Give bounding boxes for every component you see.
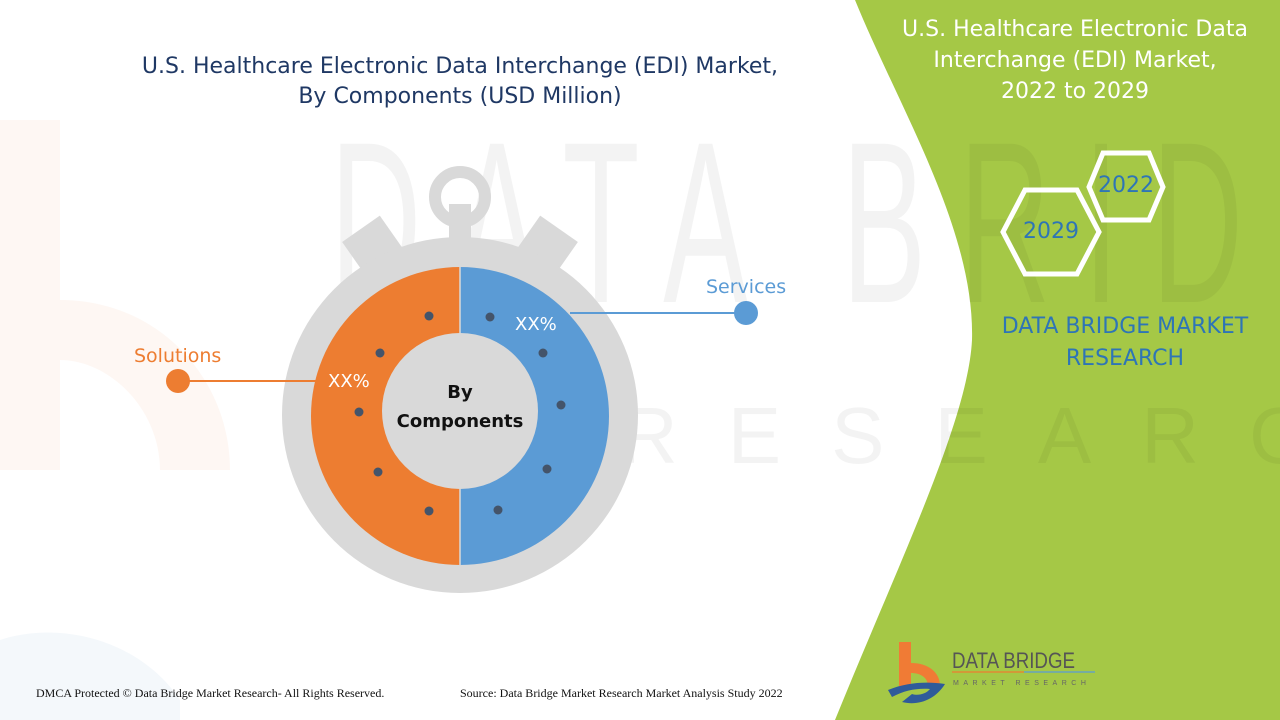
- brand-text: DATA BRIDGE MARKET RESEARCH: [985, 311, 1265, 375]
- donut-hole: [382, 333, 538, 489]
- hexagon-2022: [1086, 150, 1166, 223]
- center-label-line-2: Components: [396, 411, 524, 432]
- legend-solutions: Solutions: [134, 345, 222, 367]
- panel-title: U.S. Healthcare Electronic Data Intercha…: [895, 14, 1255, 107]
- donut-center-label: By Components: [380, 378, 540, 436]
- chart-title-line-1: U.S. Healthcare Electronic Data Intercha…: [141, 54, 779, 79]
- stopwatch-left-button: [342, 215, 404, 277]
- footer-copyright: DMCA Protected © Data Bridge Market Rese…: [36, 686, 385, 700]
- logo-name: DATA BRIDGE: [952, 648, 1075, 673]
- services-percent: XX%: [515, 314, 557, 335]
- stopwatch-right-button: [516, 215, 578, 277]
- year-start-label: 2022: [1098, 173, 1154, 198]
- legend-services: Services: [706, 276, 787, 298]
- chart-title-line-2: By Components (USD Million): [298, 84, 622, 109]
- panel-title-line-3: 2022 to 2029: [1000, 79, 1150, 104]
- brand-text-line-1: DATA BRIDGE MARKET: [1001, 314, 1249, 339]
- hexagon-2029: [1000, 187, 1102, 277]
- solutions-percent: XX%: [328, 371, 370, 392]
- panel-title-line-1: U.S. Healthcare Electronic Data: [902, 17, 1248, 42]
- stopwatch-stem: [449, 204, 471, 244]
- brand-text-line-2: RESEARCH: [1065, 346, 1185, 371]
- tick-dots: [354, 311, 566, 516]
- chart-title: U.S. Healthcare Electronic Data Intercha…: [120, 52, 800, 112]
- services-callout-dot: [734, 301, 758, 325]
- center-label-line-1: By: [447, 382, 473, 403]
- solutions-callout-dot: [166, 369, 190, 393]
- panel-title-line-2: Interchange (EDI) Market,: [933, 48, 1217, 73]
- watermark-research: RESEARCH: [620, 390, 1280, 482]
- logo-subtitle: MARKET RESEARCH: [953, 680, 1091, 687]
- footer-source: Source: Data Bridge Market Research Mark…: [460, 686, 783, 700]
- year-end-label: 2029: [1023, 219, 1079, 244]
